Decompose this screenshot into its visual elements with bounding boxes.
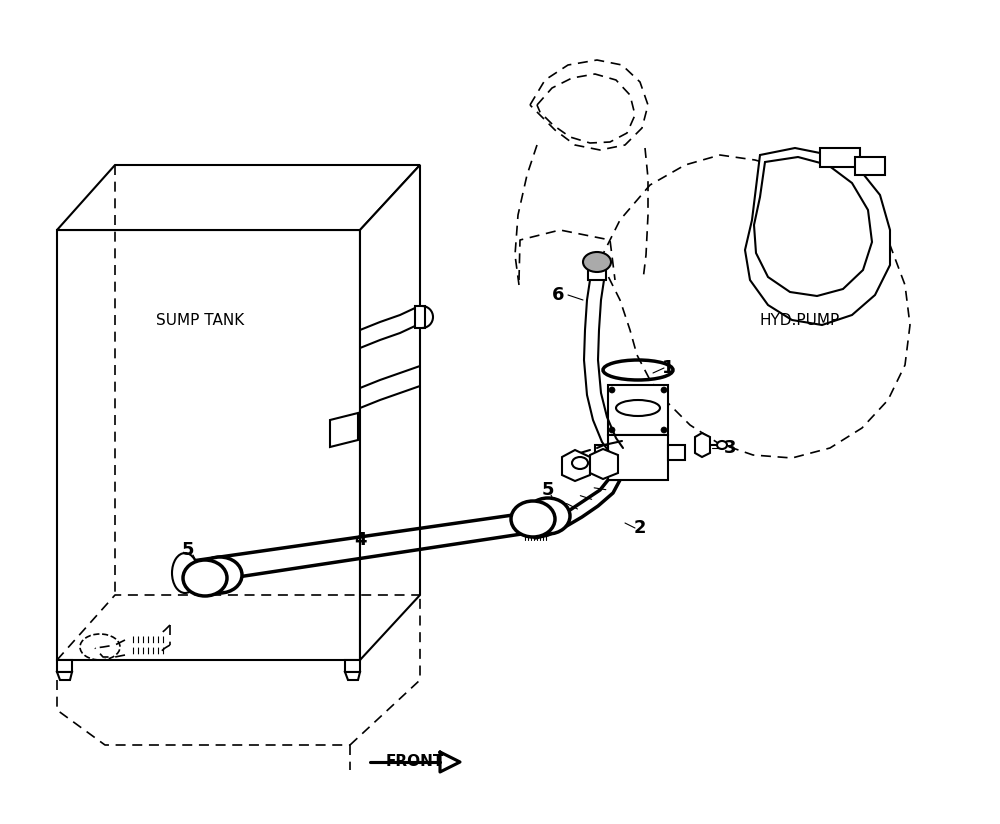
Text: 6: 6: [552, 286, 564, 304]
Ellipse shape: [609, 427, 615, 433]
Polygon shape: [588, 268, 606, 280]
Polygon shape: [415, 306, 425, 328]
Ellipse shape: [172, 553, 198, 593]
Text: 5: 5: [542, 481, 554, 499]
Ellipse shape: [526, 498, 570, 534]
Ellipse shape: [616, 400, 660, 416]
Ellipse shape: [661, 387, 667, 393]
Polygon shape: [57, 165, 420, 230]
Polygon shape: [57, 672, 72, 680]
Polygon shape: [57, 230, 360, 660]
Polygon shape: [608, 435, 668, 480]
Polygon shape: [57, 660, 72, 672]
Polygon shape: [745, 148, 890, 325]
Text: 2: 2: [634, 519, 646, 537]
Polygon shape: [855, 157, 885, 175]
Polygon shape: [562, 450, 590, 481]
Polygon shape: [345, 672, 360, 680]
Ellipse shape: [661, 427, 667, 433]
Text: 5: 5: [182, 541, 194, 559]
Ellipse shape: [572, 457, 588, 469]
Polygon shape: [668, 445, 685, 460]
Text: 1: 1: [662, 359, 674, 377]
Ellipse shape: [609, 387, 615, 393]
Ellipse shape: [583, 252, 611, 272]
Polygon shape: [330, 413, 358, 447]
Polygon shape: [608, 385, 668, 435]
Polygon shape: [820, 148, 860, 167]
Text: 3: 3: [724, 439, 736, 457]
Polygon shape: [345, 660, 360, 672]
Text: FRONT: FRONT: [386, 755, 444, 770]
Ellipse shape: [198, 557, 242, 593]
Polygon shape: [590, 449, 618, 479]
Text: 4: 4: [354, 531, 366, 549]
Ellipse shape: [717, 441, 727, 449]
Text: HYD.PUMP: HYD.PUMP: [760, 312, 840, 327]
Ellipse shape: [183, 560, 227, 596]
Text: SUMP TANK: SUMP TANK: [156, 312, 244, 327]
Ellipse shape: [511, 501, 555, 537]
Polygon shape: [360, 165, 420, 660]
Polygon shape: [595, 445, 608, 470]
Polygon shape: [695, 433, 710, 457]
Polygon shape: [754, 157, 872, 296]
